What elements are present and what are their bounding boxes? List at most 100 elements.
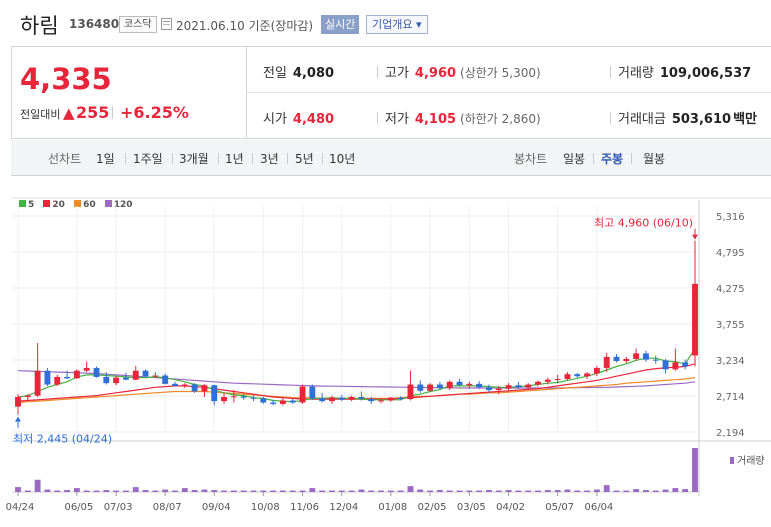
- low-label: 저가: [385, 112, 409, 127]
- volume-bar: [142, 490, 149, 492]
- x-tick-label: 04/24: [6, 502, 35, 513]
- divider: [287, 153, 288, 164]
- volume-bar: [83, 490, 90, 492]
- ma120-line: [17, 370, 696, 389]
- volume-bar: [250, 490, 257, 492]
- volume-bar: [103, 490, 110, 492]
- volume-bar: [623, 490, 630, 492]
- volume-bar: [495, 490, 502, 492]
- period-3y[interactable]: 3년: [260, 152, 279, 166]
- period-1y[interactable]: 1년: [225, 152, 244, 166]
- amount-label: 거래대금: [618, 112, 666, 127]
- volume-bar: [525, 490, 532, 492]
- period-3m[interactable]: 3개월: [179, 152, 209, 166]
- volume-bar: [172, 490, 178, 492]
- candle-body: [172, 383, 178, 386]
- candle-body: [191, 384, 198, 392]
- candle-body: [260, 398, 267, 403]
- company-info-dropdown[interactable]: 기업개요 ▾: [366, 15, 428, 34]
- period-1w[interactable]: 1주일: [133, 152, 163, 166]
- legend-ma120: 120: [104, 200, 133, 210]
- volume-bar: [407, 486, 414, 492]
- volume-bar: [466, 490, 473, 492]
- candle-body: [348, 396, 355, 400]
- candle-body: [15, 396, 21, 407]
- candle-body: [554, 379, 561, 381]
- period-10y[interactable]: 10년: [329, 152, 356, 166]
- divider: [172, 153, 173, 164]
- y-tick-label: 2,194: [716, 428, 745, 439]
- x-tick-label: 09/04: [202, 502, 231, 513]
- divider: [322, 153, 323, 164]
- volume-bar: [368, 490, 375, 492]
- candle-body: [368, 399, 375, 402]
- divider: [125, 153, 126, 164]
- x-tick-label: 10/08: [251, 502, 280, 513]
- volume-bar: [535, 490, 541, 492]
- candle-body: [515, 385, 522, 388]
- y-tick-label: 5,316: [716, 212, 745, 223]
- candle-body: [633, 353, 640, 359]
- realtime-button[interactable]: 실시간: [321, 15, 360, 34]
- open-cell: 시가 4,480: [263, 108, 334, 127]
- candle-body: [44, 370, 51, 385]
- diff-label: 전일대비: [20, 108, 61, 121]
- low-value: 4,105: [414, 112, 457, 127]
- volume-bar: [191, 490, 198, 492]
- volume-bar: [299, 490, 306, 492]
- candle-body: [456, 381, 463, 386]
- candle-daily[interactable]: 일봉: [563, 152, 586, 166]
- candle-body: [309, 386, 316, 399]
- candle-body: [132, 370, 139, 380]
- diff-value: 255: [76, 103, 110, 122]
- candle-monthly[interactable]: 월봉: [643, 152, 666, 166]
- volume-bar: [240, 490, 247, 492]
- prev-close-cell: 전일 4,080: [263, 62, 334, 81]
- candle-body: [142, 370, 149, 377]
- volume-bar: [162, 489, 169, 492]
- period-1d[interactable]: 1일: [96, 152, 115, 166]
- volume-bar: [24, 490, 31, 492]
- candle-body: [54, 376, 61, 385]
- volume-bar: [338, 490, 345, 492]
- volume-bar: [672, 488, 679, 492]
- volume-bar: [613, 490, 620, 492]
- candle-body: [83, 367, 90, 371]
- volume-label: 거래량: [737, 455, 765, 467]
- candle-weekly[interactable]: 주봉: [601, 152, 624, 166]
- period-5y[interactable]: 5년: [295, 152, 314, 166]
- volume-bar: [593, 489, 600, 492]
- candle-body: [662, 360, 669, 370]
- volume-value: 109,006,537: [659, 66, 752, 81]
- candle-body: [682, 362, 689, 367]
- current-price: 4,335: [20, 62, 112, 96]
- min-arrow-head: [15, 416, 21, 422]
- candle-body: [289, 400, 296, 403]
- x-tick-label: 02/05: [418, 502, 447, 513]
- diff-rate: +6.25%: [120, 103, 189, 122]
- candle-body: [466, 383, 473, 386]
- current-price-block: 4,335 전일대비 ▲ 255 +6.25%: [12, 47, 247, 138]
- amount-value: 503,610: [671, 112, 732, 127]
- x-tick-label: 03/05: [457, 502, 486, 513]
- candle-body: [338, 397, 345, 400]
- divider: [610, 112, 611, 124]
- volume-bar: [329, 490, 335, 492]
- candle-body: [613, 356, 620, 362]
- x-tick-label: 08/07: [153, 502, 182, 513]
- candle-body: [299, 386, 306, 403]
- max-price-annotation: 최고 4,960 (06/10): [594, 217, 693, 230]
- volume-bar: [113, 490, 120, 492]
- volume-bar: [64, 490, 71, 492]
- volume-bar: [427, 490, 434, 492]
- volume-bar: [662, 489, 669, 492]
- volume-bar: [260, 490, 267, 492]
- candle-body: [221, 396, 227, 402]
- legend-ma60: 60: [74, 200, 96, 210]
- y-tick-label: 4,275: [716, 284, 745, 295]
- y-tick-label: 3,234: [716, 356, 745, 367]
- candle-body: [505, 385, 512, 389]
- volume-bar: [505, 490, 512, 492]
- volume-bar: [152, 490, 159, 492]
- volume-bar: [446, 490, 453, 492]
